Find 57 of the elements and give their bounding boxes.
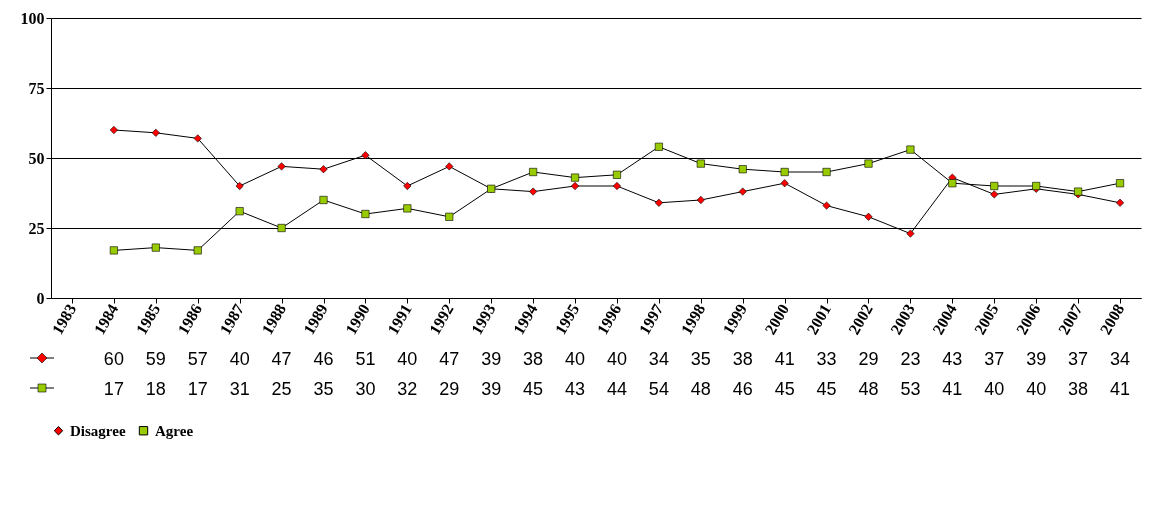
- data-label: 45: [816, 379, 837, 399]
- data-label: 29: [439, 379, 460, 399]
- data-label: 38: [523, 349, 544, 369]
- y-tick-label: 0: [36, 289, 45, 307]
- data-label: 38: [1068, 379, 1089, 399]
- data-label: 39: [1026, 349, 1047, 369]
- data-label: 46: [313, 349, 334, 369]
- data-label: 23: [900, 349, 921, 369]
- data-label: 18: [145, 379, 166, 399]
- data-label: 37: [984, 349, 1005, 369]
- data-label: 33: [816, 349, 837, 369]
- data-label: 34: [648, 349, 669, 369]
- data-label: 40: [606, 349, 627, 369]
- data-label: 48: [858, 379, 879, 399]
- data-label: 40: [397, 349, 418, 369]
- data-label: 41: [1110, 379, 1131, 399]
- y-tick-label: 75: [28, 79, 45, 97]
- y-tick-label: 100: [20, 9, 45, 27]
- legend-label: Disagree: [70, 422, 126, 439]
- data-label: 32: [397, 379, 418, 399]
- data-label: 45: [523, 379, 544, 399]
- data-label: 25: [271, 379, 292, 399]
- data-label: 41: [774, 349, 795, 369]
- data-label: 59: [145, 349, 166, 369]
- data-label: 30: [355, 379, 376, 399]
- data-label: 53: [900, 379, 921, 399]
- data-label: 39: [481, 349, 502, 369]
- data-label: 37: [1068, 349, 1089, 369]
- data-label: 60: [103, 349, 124, 369]
- data-label: 17: [103, 379, 124, 399]
- y-tick-label: 25: [28, 219, 45, 237]
- data-label: 48: [690, 379, 711, 399]
- data-label: 31: [229, 379, 250, 399]
- data-label: 17: [187, 379, 208, 399]
- data-label: 54: [648, 379, 669, 399]
- data-label: 44: [606, 379, 627, 399]
- data-label: 40: [565, 349, 586, 369]
- data-label: 51: [355, 349, 376, 369]
- data-label: 34: [1110, 349, 1131, 369]
- data-label: 45: [774, 379, 795, 399]
- data-label: 43: [565, 379, 586, 399]
- data-label: 57: [187, 349, 208, 369]
- legend-label: Agree: [155, 422, 194, 439]
- data-label: 40: [1026, 379, 1047, 399]
- data-label: 47: [271, 349, 292, 369]
- data-label: 43: [942, 349, 963, 369]
- data-label: 35: [313, 379, 334, 399]
- data-label: 40: [984, 379, 1005, 399]
- data-label: 40: [229, 349, 250, 369]
- y-tick-label: 50: [28, 149, 45, 167]
- data-label: 47: [439, 349, 460, 369]
- data-label: 38: [732, 349, 753, 369]
- data-label: 29: [858, 349, 879, 369]
- data-label: 41: [942, 379, 963, 399]
- data-label: 46: [732, 379, 753, 399]
- data-label: 35: [690, 349, 711, 369]
- data-label: 39: [481, 379, 502, 399]
